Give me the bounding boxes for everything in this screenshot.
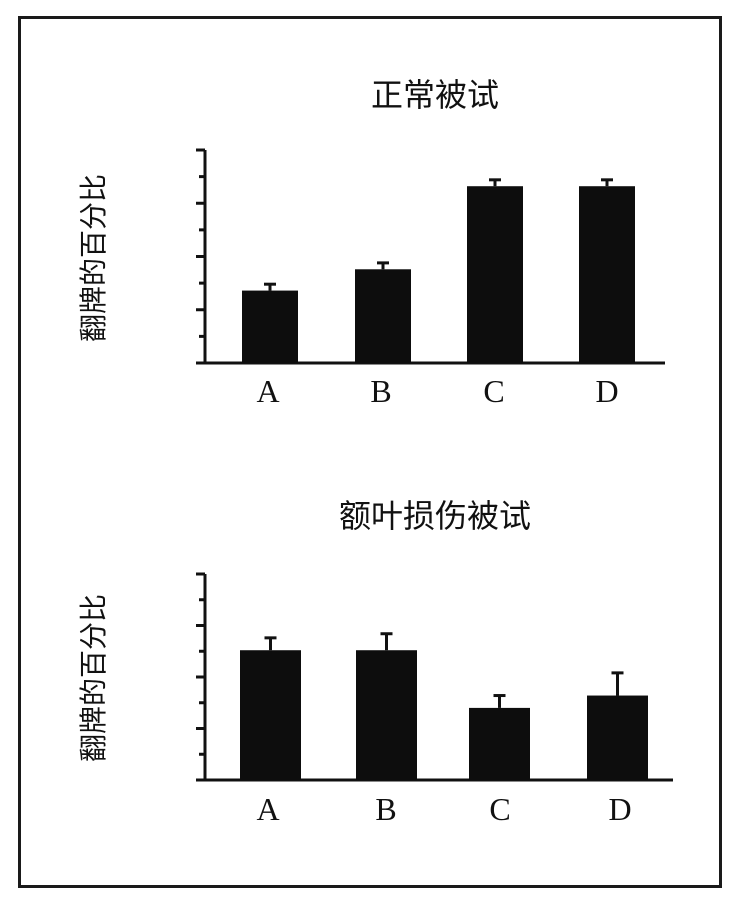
bar	[587, 695, 648, 780]
bar	[579, 186, 635, 363]
x-tick-label: B	[375, 791, 396, 827]
x-tick-labels: A B C D	[256, 791, 631, 827]
bar	[355, 269, 411, 363]
figure-frame	[18, 16, 722, 888]
x-tick-label: A	[256, 373, 279, 409]
y-axis-label: 翻牌的百分比	[77, 174, 110, 342]
bar	[242, 290, 298, 363]
x-tick-labels: A B C D	[256, 373, 618, 409]
bar	[240, 650, 301, 780]
x-tick-label: C	[489, 791, 510, 827]
bar	[469, 707, 530, 780]
x-tick-label: D	[595, 373, 618, 409]
chart-title: 额叶损伤被试	[339, 497, 531, 535]
bars	[240, 632, 648, 780]
chart-normal-subjects: 正常被试 翻牌的百分比 A B C D	[77, 76, 665, 409]
y-axis-label: 翻牌的百分比	[77, 594, 110, 762]
x-tick-label: D	[608, 791, 631, 827]
bar	[467, 186, 523, 363]
chart-frontal-lesion-subjects: 额叶损伤被试 翻牌的百分比 A B C D	[77, 497, 673, 827]
x-tick-label: C	[483, 373, 504, 409]
bars	[242, 178, 635, 363]
bar	[356, 650, 417, 780]
x-tick-label: B	[370, 373, 391, 409]
x-tick-label: A	[256, 791, 279, 827]
chart-title: 正常被试	[371, 76, 499, 114]
